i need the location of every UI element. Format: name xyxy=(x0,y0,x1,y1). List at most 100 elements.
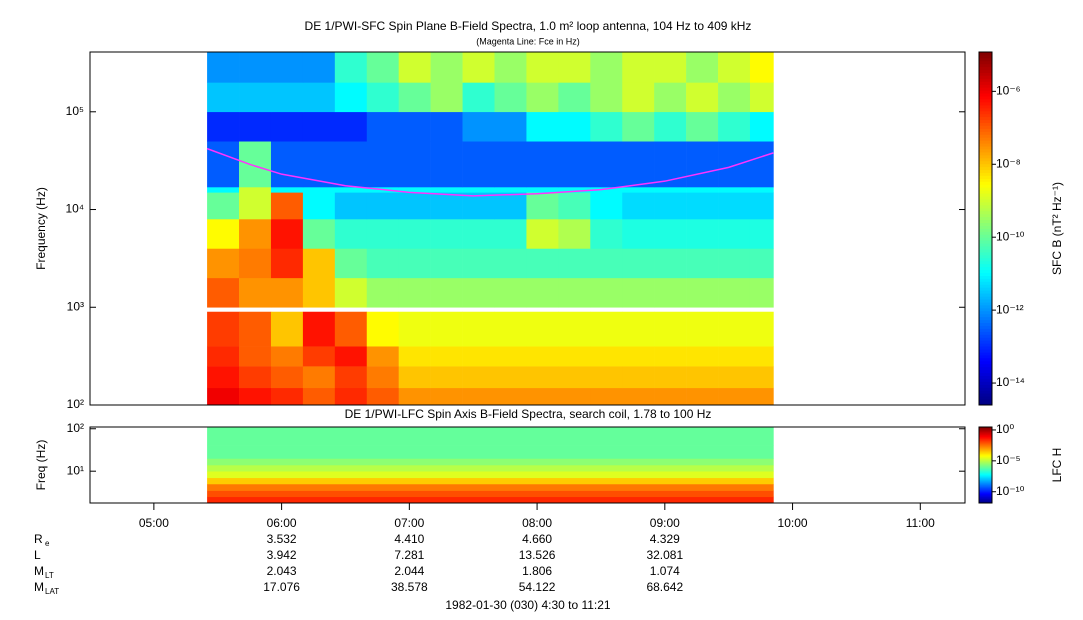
cell-value: 38.578 xyxy=(391,580,428,594)
cell-value: 3.532 xyxy=(267,532,297,546)
colorbar-swatch xyxy=(979,243,992,247)
footer: 1982-01-30 (030) 4:30 to 11:21 xyxy=(445,598,611,612)
colorbar-swatch xyxy=(979,266,992,271)
cell xyxy=(207,387,240,406)
cell xyxy=(590,111,623,142)
colorbar-swatch xyxy=(979,487,992,489)
colorbar-swatch xyxy=(979,354,992,359)
cell xyxy=(366,366,399,389)
cell xyxy=(430,187,463,193)
colorbar-swatch xyxy=(979,87,992,91)
cell xyxy=(749,111,774,142)
cell xyxy=(430,248,463,279)
colorbar-swatch xyxy=(979,381,992,385)
colorbar-swatch xyxy=(979,450,992,452)
cell xyxy=(718,111,751,142)
y-tick-label: 10² xyxy=(67,397,84,411)
colorbar-swatch xyxy=(979,63,992,68)
cell xyxy=(239,311,272,347)
cell xyxy=(494,82,527,113)
cell xyxy=(622,248,655,279)
cell xyxy=(718,52,751,83)
colorbar-swatch xyxy=(979,485,992,487)
row-label: M xyxy=(34,580,44,594)
colorbar-swatch xyxy=(979,346,992,350)
colorbar-swatch xyxy=(979,140,992,144)
cell-value: 54.122 xyxy=(519,580,556,594)
colorbar-tick-label: 10⁻¹⁰ xyxy=(996,229,1025,243)
cell xyxy=(239,277,272,308)
colorbar-swatch xyxy=(979,460,992,462)
cell xyxy=(526,187,559,193)
cell xyxy=(622,141,655,188)
colorbar-swatch xyxy=(979,497,992,499)
colorbar-swatch xyxy=(979,500,992,502)
cell-value: 2.043 xyxy=(267,564,297,578)
cell xyxy=(749,52,774,83)
cell xyxy=(334,311,368,347)
colorbar-swatch xyxy=(979,384,992,388)
colorbar-swatch xyxy=(979,485,992,487)
cell xyxy=(590,192,623,220)
colorbar-swatch xyxy=(979,343,992,347)
colorbar-swatch xyxy=(979,372,992,376)
cell xyxy=(270,366,304,389)
colorbar-swatch xyxy=(979,284,992,288)
colorbar-swatch xyxy=(979,107,992,112)
cell xyxy=(366,387,399,406)
cell xyxy=(494,187,527,193)
colorbar-swatch xyxy=(979,110,992,115)
row-label: R xyxy=(34,532,43,546)
cell xyxy=(526,218,559,249)
cell xyxy=(270,311,304,347)
colorbar-swatch xyxy=(979,184,992,188)
colorbar-swatch xyxy=(979,99,992,103)
cell xyxy=(718,187,751,193)
colorbar-swatch xyxy=(979,447,992,449)
cell xyxy=(207,248,240,279)
cell xyxy=(494,387,527,406)
colorbar-swatch xyxy=(979,442,992,444)
cell xyxy=(334,187,368,193)
colorbar-swatch xyxy=(979,175,992,179)
cell xyxy=(302,346,336,367)
cell xyxy=(622,111,655,142)
y-tick-label: 10² xyxy=(67,421,84,435)
cell xyxy=(718,82,751,113)
cell xyxy=(558,311,591,347)
colorbar-swatch xyxy=(979,216,992,221)
colorbar-swatch xyxy=(979,487,992,489)
cell xyxy=(462,366,495,389)
colorbar-swatch xyxy=(979,469,992,471)
cell xyxy=(494,311,527,347)
cell xyxy=(558,187,591,193)
cell xyxy=(526,387,559,406)
colorbar-swatch xyxy=(979,498,992,500)
colorbar-swatch xyxy=(979,387,992,391)
cell xyxy=(526,192,559,220)
cell xyxy=(558,248,591,279)
cell xyxy=(302,248,336,279)
cell xyxy=(686,111,719,142)
cell xyxy=(494,111,527,142)
cell xyxy=(430,218,463,249)
cell-value: 3.942 xyxy=(267,548,297,562)
colorbar-swatch xyxy=(979,444,992,446)
cell xyxy=(622,346,655,367)
colorbar-swatch xyxy=(979,466,992,468)
colorbar-swatch xyxy=(979,366,992,371)
colorbar-tick-label: 10⁻⁵ xyxy=(996,453,1021,467)
colorbar-swatch xyxy=(979,436,992,438)
cell xyxy=(239,248,272,279)
cell-value: 1.806 xyxy=(522,564,552,578)
colorbar-swatch xyxy=(979,491,992,493)
colorbar-swatch xyxy=(979,331,992,335)
cell xyxy=(207,464,774,472)
colorbar-swatch xyxy=(979,119,992,123)
cell xyxy=(526,111,559,142)
cell xyxy=(749,141,774,188)
cell xyxy=(207,427,774,446)
cell xyxy=(718,192,751,220)
colorbar-swatch xyxy=(979,104,992,109)
